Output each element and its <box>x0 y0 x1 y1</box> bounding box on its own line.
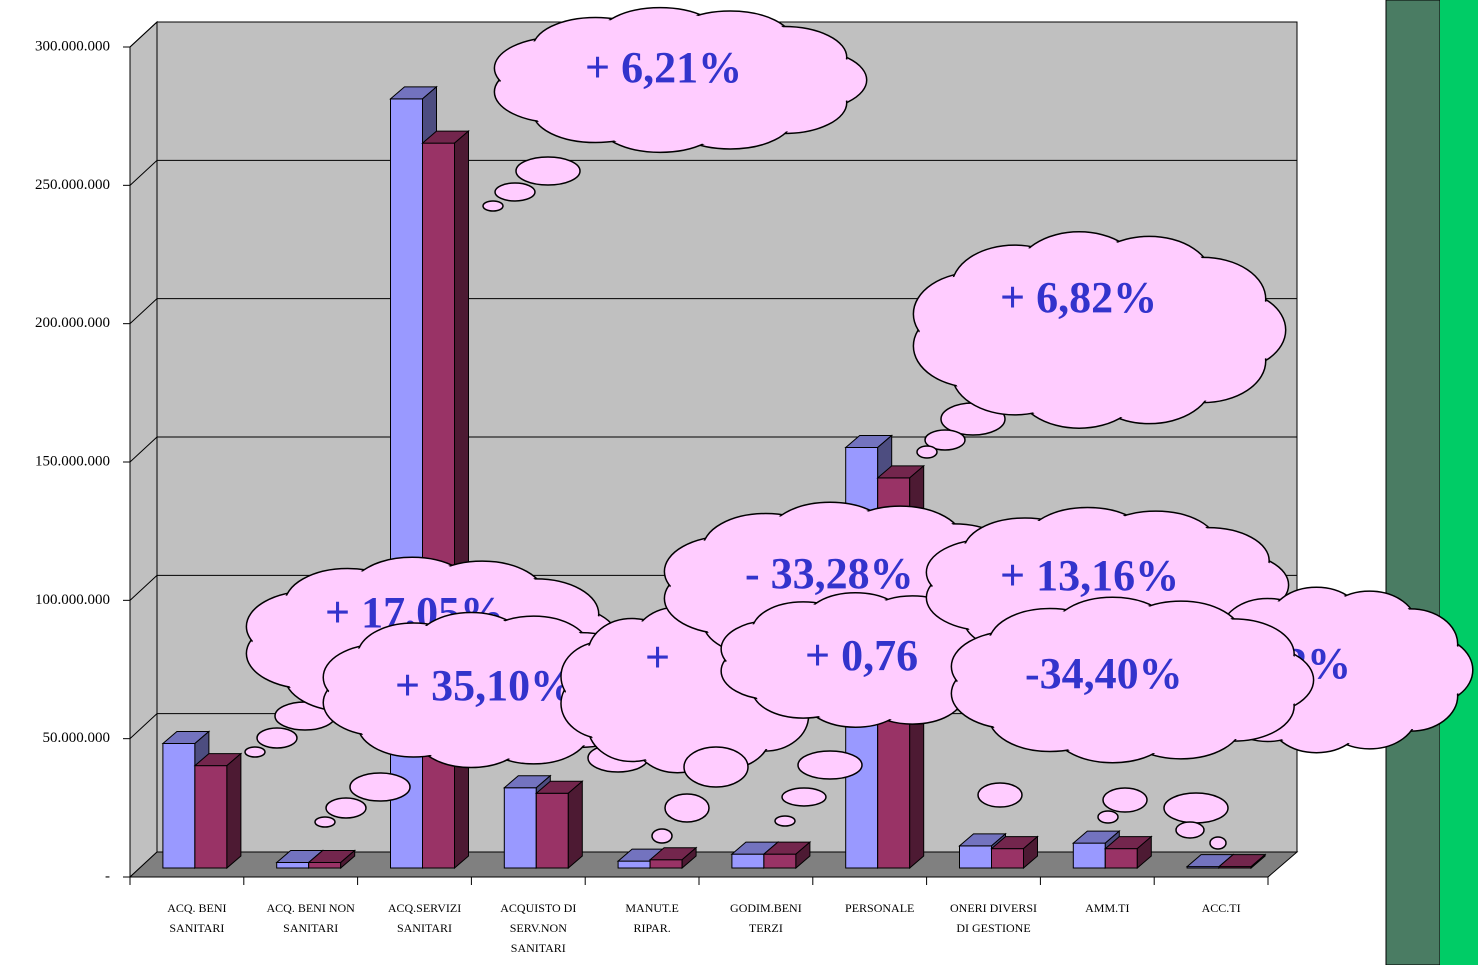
bubble-tail <box>314 816 336 828</box>
annotation: + 6,82% <box>1000 273 1157 322</box>
bubble-core <box>363 639 611 741</box>
y-tick-label: 50.000.000 <box>43 730 111 746</box>
annotation: + 6,21% <box>585 43 742 92</box>
bubble-core <box>539 32 817 128</box>
grid-line-side <box>129 159 158 186</box>
bar <box>991 848 1024 869</box>
annotation: -34,40% <box>1025 649 1183 698</box>
grid-line-side <box>129 574 158 601</box>
bar <box>276 861 310 869</box>
grid-line-side <box>129 713 158 740</box>
annotation: + <box>645 633 670 682</box>
x-tick-label: AMM.TI <box>1085 901 1130 915</box>
bubble-tail <box>482 200 504 212</box>
bubble-tail <box>977 782 1023 808</box>
bar-side <box>681 846 697 870</box>
bar <box>194 765 228 869</box>
bubble-tail <box>651 828 673 844</box>
bubble-tail <box>664 793 710 823</box>
annotation: - 33,28% <box>745 549 914 598</box>
bar <box>649 859 683 869</box>
grid-line-side <box>129 21 158 48</box>
bar-side <box>340 849 356 870</box>
annotation: + 35,10% <box>395 661 574 710</box>
grid-line-side <box>129 298 158 325</box>
bar <box>959 845 992 869</box>
bubble-core <box>958 265 1236 395</box>
bubble-core <box>995 625 1265 735</box>
x-tick-label: ACQ. BENI SANITARI <box>167 901 227 935</box>
x-tick-label: ACQ. BENI NON SANITARI <box>266 901 355 935</box>
bubble-tail <box>1097 810 1119 824</box>
y-tick-label: 200.000.000 <box>35 315 110 331</box>
bubble-tail <box>1102 787 1148 813</box>
bar <box>617 860 651 869</box>
bubble-tail <box>256 727 298 749</box>
bubble-tail <box>515 156 581 186</box>
y-tick-label: 250.000.000 <box>35 177 110 193</box>
x-tick-label: ACC.TI <box>1201 901 1241 915</box>
side-band-light <box>1440 0 1478 965</box>
side-band-dark <box>1385 0 1441 965</box>
x-tick-label: PERSONALE <box>845 901 915 915</box>
bubble-tail <box>325 797 367 819</box>
x-tick-label: MANUT.E RIPAR. <box>625 901 679 935</box>
bubble-tail <box>781 787 827 807</box>
bar-side <box>1023 835 1038 870</box>
bubble-tail <box>244 746 266 758</box>
bubble-core <box>757 615 983 705</box>
thought-bubble: -34,40% <box>950 596 1315 824</box>
bubble-tail <box>349 772 411 802</box>
bubble-tail <box>916 445 938 459</box>
x-tick-label: ONERI DIVERSI DI GESTIONE <box>950 901 1037 935</box>
y-tick-label: 100.000.000 <box>35 592 110 608</box>
bar-side <box>1136 835 1152 870</box>
bubble-tail <box>1163 792 1229 824</box>
bar-side <box>567 780 583 870</box>
x-tick-label: ACQ.SERVIZI SANITARI <box>387 901 462 935</box>
grid-line-side <box>129 436 158 463</box>
bar <box>1104 848 1138 869</box>
bubble-tail <box>1209 836 1227 850</box>
bar <box>763 853 797 869</box>
bar <box>535 792 569 869</box>
bar <box>1072 842 1106 869</box>
bar <box>162 743 196 869</box>
bar <box>731 853 765 869</box>
thought-bubble: + 6,21% <box>482 6 868 212</box>
y-tick-label: - <box>105 868 110 884</box>
thought-bubble: + 6,82% <box>912 231 1287 459</box>
bubble-tail <box>774 815 796 827</box>
x-tick-label: GODIM.BENI TERZI <box>730 901 802 935</box>
bubble-tail <box>494 182 536 202</box>
bubble-tail <box>797 750 863 780</box>
annotation: + 0,76 <box>805 631 918 680</box>
bar <box>503 787 537 869</box>
bubble-tail <box>683 746 749 788</box>
bar-side <box>226 752 242 870</box>
bar-side <box>1250 853 1266 870</box>
y-tick-label: 150.000.000 <box>35 453 110 469</box>
x-tick-label: ACQUISTO DI SERV.NON SANITARI <box>500 901 577 955</box>
bar-side <box>795 841 811 870</box>
annotation: + 13,16% <box>1000 551 1179 600</box>
y-tick-label: 300.000.000 <box>35 38 110 54</box>
bubble-tail <box>1175 821 1205 839</box>
bar <box>308 861 342 869</box>
bubble-tail <box>924 429 966 451</box>
